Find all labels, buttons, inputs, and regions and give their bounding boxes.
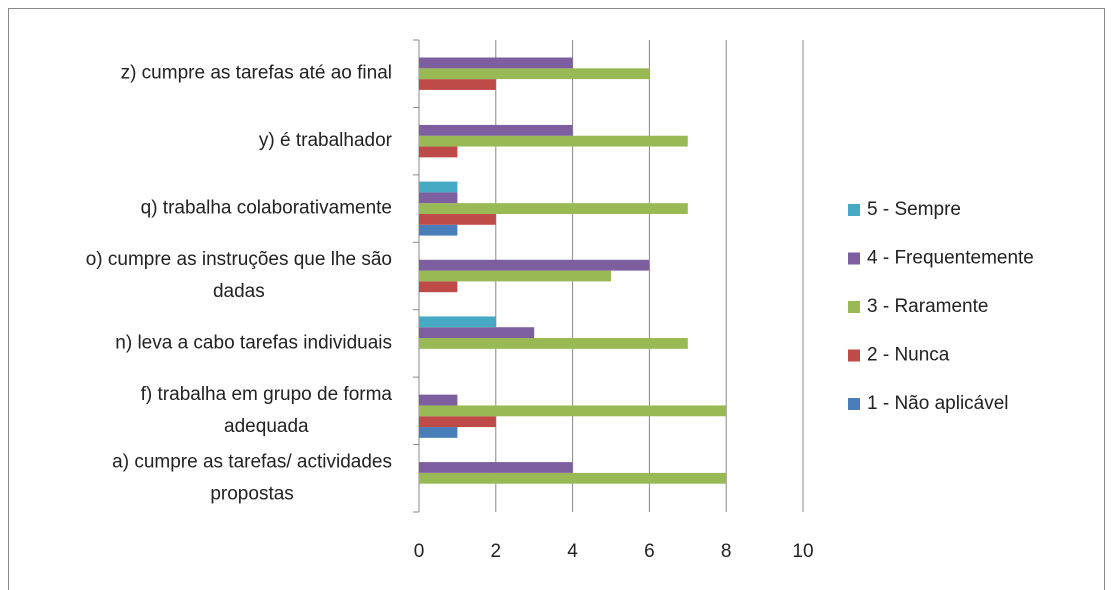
bar: [419, 124, 573, 136]
legend-swatch: [848, 301, 860, 313]
bar: [419, 316, 496, 328]
y-tick-label: n) leva a cabo tarefas individuais: [115, 332, 392, 353]
chart-border: [8, 8, 1105, 590]
bar: [419, 327, 535, 339]
bar: [419, 213, 496, 225]
label-line: y) é trabalhador: [259, 130, 393, 151]
label-line: z) cumpre as tarefas até ao final: [121, 63, 392, 84]
y-tick-label: f) trabalha em grupo de forma adequada: [141, 384, 393, 437]
bar: [419, 281, 458, 293]
label-line: f) trabalha em grupo de forma: [141, 384, 393, 405]
label-line: q) trabalha colaborativamente: [141, 198, 392, 219]
legend-label: 1 - Não aplicável: [867, 393, 1009, 414]
bar: [419, 181, 458, 193]
legend-swatch: [848, 349, 860, 362]
bar: [419, 462, 573, 473]
y-tick-label: z) cumpre as tarefas até ao final: [121, 63, 392, 84]
bar: [419, 192, 458, 204]
label-line: n) leva a cabo tarefas individuais: [115, 332, 392, 353]
bar: [419, 427, 458, 438]
bar: [419, 405, 727, 417]
x-tick-label: 4: [567, 541, 578, 562]
bar: [419, 135, 688, 147]
y-tick-label: y) é trabalhador: [259, 130, 393, 151]
bar: [419, 270, 611, 282]
bar: [419, 68, 650, 80]
y-tick-label: q) trabalha colaborativamente: [141, 198, 392, 219]
bar: [419, 203, 688, 214]
legend-label: 2 - Nunca: [867, 345, 950, 366]
legend-label: 4 - Frequentemente: [867, 248, 1034, 269]
bar: [419, 394, 458, 406]
legend-swatch: [848, 398, 860, 410]
y-tick-label: o) cumpre as instruções que lhe são dadas: [86, 249, 392, 302]
label-line: adequada: [224, 416, 309, 437]
label-line: dadas: [213, 281, 265, 302]
x-tick-label: 8: [721, 541, 732, 562]
bar: [419, 259, 650, 271]
label-line: propostas: [210, 483, 293, 504]
y-tick-label: a) cumpre as tarefas/ actividades propost…: [112, 451, 392, 504]
x-tick-label: 2: [491, 541, 502, 562]
legend-label: 3 - Raramente: [867, 296, 988, 317]
bar: [419, 224, 458, 236]
x-tick-label: 6: [644, 541, 655, 562]
bar: [419, 472, 727, 484]
bar: [419, 146, 458, 158]
legend-swatch: [848, 204, 860, 216]
bar: [419, 79, 496, 90]
label-line: o) cumpre as instruções que lhe são: [86, 249, 392, 270]
bar: [419, 416, 496, 428]
x-tick-label: 10: [792, 541, 813, 562]
bar: [419, 57, 573, 69]
bar: [419, 338, 688, 349]
label-line: a) cumpre as tarefas/ actividades: [112, 451, 392, 472]
x-tick-label: 0: [414, 541, 425, 562]
legend-label: 5 - Sempre: [867, 199, 961, 220]
legend-swatch: [848, 252, 860, 265]
